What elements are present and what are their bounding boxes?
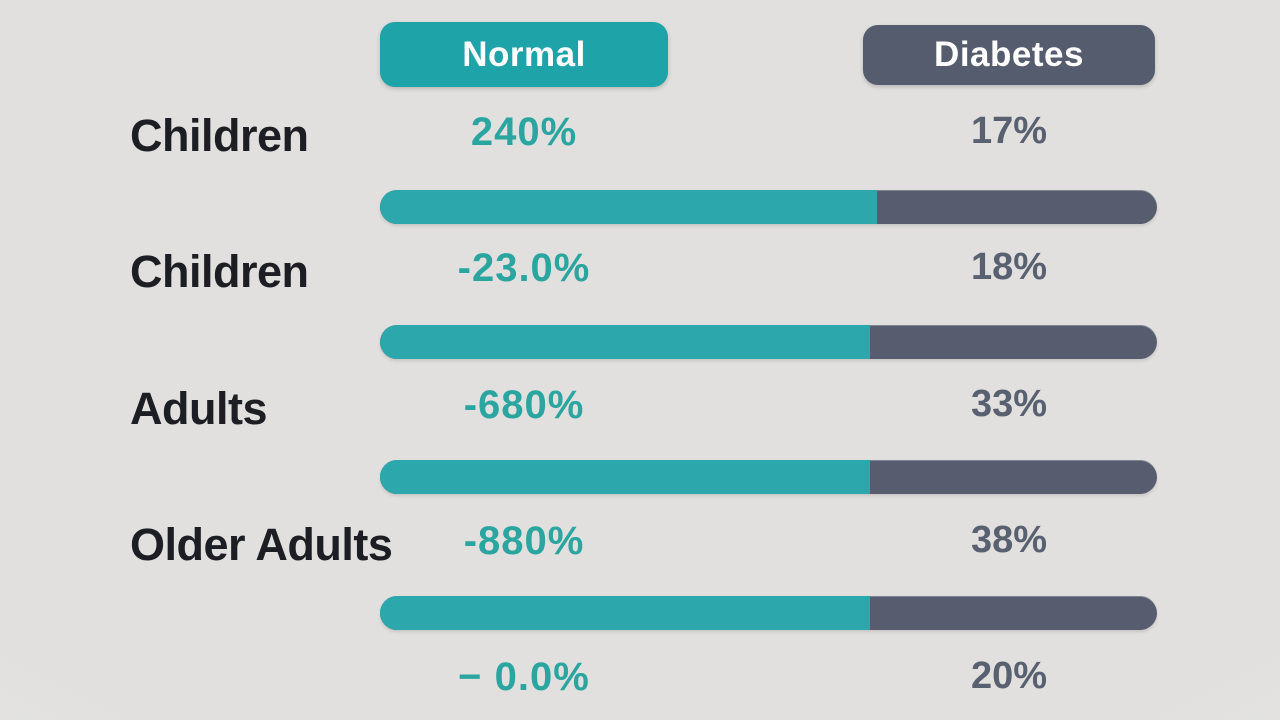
comparison-bar-normal-segment: [380, 325, 870, 359]
comparison-bar: [380, 325, 1157, 359]
normal-value: -880%: [463, 519, 585, 563]
diabetes-value: 18%: [970, 246, 1048, 288]
diabetes-value: 17%: [970, 110, 1048, 152]
normal-value: − 0.0%: [458, 655, 590, 699]
diabetes-column-header: Diabetes: [863, 25, 1155, 85]
normal-value: 240%: [470, 110, 578, 154]
normal-column-header: Normal: [380, 22, 668, 87]
comparison-bar-normal-segment: [380, 460, 870, 494]
row-label: Older Adults: [130, 519, 393, 570]
diabetes-value: 38%: [970, 519, 1048, 561]
comparison-bar-normal-segment: [380, 596, 870, 630]
diabetes-value: 20%: [970, 655, 1048, 697]
normal-value: -23.0%: [457, 246, 591, 290]
row-label: Children: [130, 246, 309, 297]
comparison-bar: [380, 190, 1157, 224]
normal-header-label: Normal: [462, 34, 586, 74]
normal-value: -680%: [463, 383, 585, 427]
comparison-bar: [380, 460, 1157, 494]
diabetes-value: 33%: [970, 383, 1048, 425]
row-label: Adults: [130, 383, 268, 434]
comparison-bar-normal-segment: [380, 190, 878, 224]
comparison-bar: [380, 596, 1157, 630]
row-label: Children: [130, 110, 309, 161]
diabetes-header-label: Diabetes: [934, 35, 1084, 74]
